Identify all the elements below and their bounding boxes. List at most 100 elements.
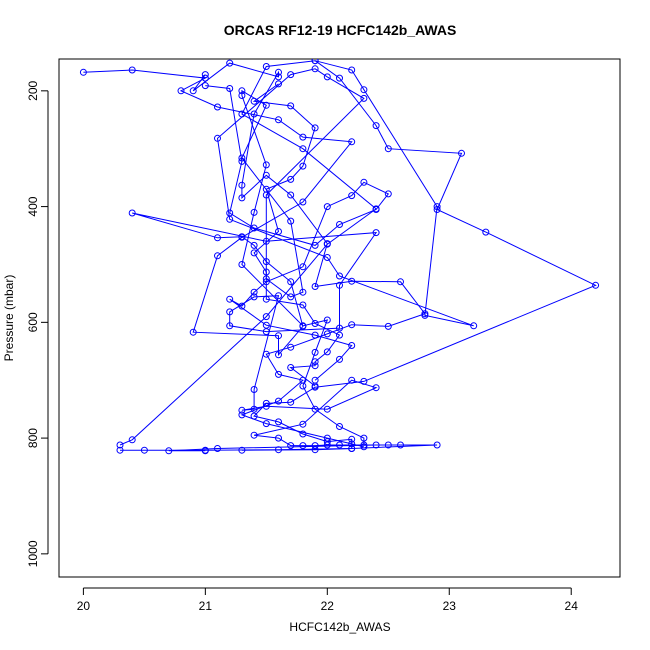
data-point [238,233,246,241]
data-point [372,206,380,213]
data-point [140,446,148,454]
data-point [201,82,209,90]
x-tick-label: 20 [77,599,91,613]
data-point [299,420,307,428]
data-point [348,192,356,200]
data-point [262,258,270,266]
data-point [116,441,124,449]
data-point [299,162,307,170]
data-point [262,295,270,303]
data-point [275,68,282,76]
data-point [238,411,246,419]
data-point [384,441,392,449]
series-line-4 [241,60,597,451]
data-point [165,447,173,455]
data-point [189,328,197,336]
data-point [433,206,441,213]
data-point [226,85,234,92]
data-point [238,302,246,310]
data-point [238,406,246,414]
data-point [201,447,209,455]
data-point [592,281,600,289]
data-point [275,397,282,405]
data-point [470,322,478,330]
data-point [262,399,270,407]
data-point [348,321,356,329]
data-point [311,241,319,249]
data-point [299,198,307,206]
y-tick-label: 400 [26,196,40,216]
axes-layer: 20 21 22 23 24 200 400 600 800 1000 [26,81,578,613]
data-point [262,161,270,169]
y-tick-label: 200 [26,81,40,101]
data-point [214,234,221,242]
data-layer [79,59,600,455]
data-point [372,122,380,130]
data-point [336,355,343,363]
data-point [116,446,124,454]
data-point [372,441,380,449]
data-point [421,310,429,318]
data-point [311,348,319,356]
data-point [299,263,307,271]
data-point [250,431,258,439]
data-point [360,94,368,102]
data-point [287,191,295,199]
data-point [287,102,295,110]
data-point [262,185,270,193]
plot-frame [58,58,621,578]
data-point [336,74,343,82]
data-point [336,272,343,280]
data-point [250,208,258,216]
data-point [262,63,270,70]
data-point [323,438,331,446]
data-point [311,283,319,290]
data-point [287,364,295,371]
data-point [311,362,319,370]
data-point [360,377,368,385]
data-point [214,134,221,142]
data-point [397,441,404,449]
data-point [287,278,295,286]
y-tick-label: 800 [26,428,40,448]
data-point [275,116,282,124]
data-point [250,241,258,249]
data-point [348,138,356,146]
data-point [238,157,246,165]
data-point [275,332,282,340]
data-point [360,434,368,442]
data-point [311,59,319,65]
data-point [384,190,392,198]
data-point [226,295,234,303]
data-point [299,145,307,153]
data-point [323,330,331,338]
x-tick-label: 22 [321,599,335,613]
data-point [250,293,258,301]
data-point [323,405,331,413]
data-point [275,434,282,442]
series-line-5 [252,83,341,387]
data-point [299,301,307,309]
data-point [348,435,356,443]
series-line-1 [119,60,474,451]
data-point [262,350,270,358]
data-point [482,228,490,236]
data-point [360,86,368,94]
data-point [262,101,270,109]
x-tick-label: 21 [199,599,213,613]
data-point [299,430,307,438]
data-point [287,71,295,79]
data-point [348,66,356,74]
data-point [262,237,270,245]
data-point [360,443,368,451]
data-point [214,445,221,452]
data-point [262,313,270,321]
data-point [311,331,319,339]
y-tick-label: 1000 [26,540,40,567]
data-point [177,87,185,95]
data-point [311,358,319,366]
data-point [372,229,380,237]
data-point [287,175,295,183]
data-point [299,442,307,450]
